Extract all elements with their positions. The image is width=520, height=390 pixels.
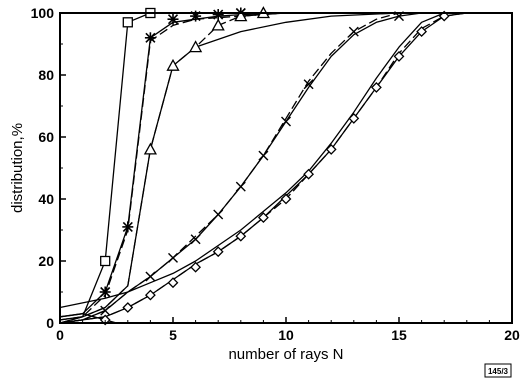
series-1-solid-line (59, 12, 512, 318)
series-3-x-marker-1 (145, 271, 156, 282)
series-4-diamond-marker-1 (122, 302, 134, 313)
series-2-triangle-marker-1 (166, 58, 180, 71)
series-2-solid-line (59, 12, 512, 324)
y-tick-label-1: 20 (38, 253, 54, 269)
marker-stroke (303, 79, 314, 90)
series-3-solid-line (59, 12, 512, 324)
series-1-asterisk-marker-1 (122, 221, 134, 233)
series-4-diamond-marker-9 (303, 168, 315, 180)
series-4-diamond-marker-13 (393, 50, 405, 62)
series-1-asterisk-marker-0 (99, 286, 111, 298)
series-4-diamond-marker-14 (416, 26, 428, 38)
figure-stamp: 145/3 (484, 363, 512, 378)
series-3-x-marker-0 (100, 305, 111, 316)
series-3-x-marker-2 (168, 252, 178, 263)
series-4-diamond-marker-8 (280, 193, 292, 205)
x-tick-label-0: 0 (56, 327, 64, 343)
series-2-triangle-marker-2 (189, 40, 203, 53)
series-lines (59, 12, 512, 324)
series-3-x-marker-5 (235, 181, 246, 192)
series-4-diamond-marker-7 (257, 212, 269, 224)
marker-stroke (281, 116, 291, 127)
series-3-x-marker-4 (213, 209, 224, 220)
figure-stamp-text: 145/3 (488, 367, 509, 376)
marker-stroke (168, 252, 178, 263)
y-axis-label: distribution,% (9, 123, 26, 213)
x-axis-label: number of rays N (228, 346, 343, 363)
marker-stroke (348, 26, 359, 37)
series-0-square-marker-0 (100, 255, 111, 267)
marker-stroke (100, 305, 111, 316)
series-3-x-marker-9 (348, 26, 359, 37)
series-5-solid-line (59, 12, 512, 309)
series-4-dashed-line (59, 12, 512, 324)
x-tick-label-3: 15 (391, 327, 407, 343)
marker-stroke (190, 234, 201, 245)
y-tick-label-4: 80 (38, 67, 54, 83)
series-1-asterisk-marker-3 (167, 13, 179, 25)
series-4-diamond-marker-4 (190, 261, 202, 273)
y-tick-label-5: 100 (31, 5, 55, 21)
y-axis-ticks: 0 20 40 60 80 100 (31, 5, 66, 331)
series-4-diamond-marker-5 (212, 246, 224, 258)
series-4-diamond-marker-2 (144, 289, 156, 301)
series-3-x-marker-6 (258, 150, 269, 161)
series-4-diamond-marker-11 (348, 112, 360, 124)
series-3-x-marker-3 (190, 234, 201, 245)
series-2-triangle-marker-3 (211, 18, 225, 31)
series-4-diamond-marker-6 (235, 230, 247, 242)
series-1-asterisk-marker-5 (212, 9, 224, 21)
series-4-solid-line (59, 12, 512, 324)
series-4-diamond-marker-3 (167, 277, 179, 289)
y-tick-label-0: 0 (46, 315, 54, 331)
x-axis-ticks: 0 5 10 15 20 (56, 317, 520, 343)
series-0-solid-line (59, 12, 512, 321)
series-0-square-marker-1 (122, 17, 133, 28)
x-tick-label-2: 10 (278, 327, 294, 343)
series-3-x-marker-8 (303, 79, 314, 90)
series-2-triangle-marker-4 (234, 9, 248, 22)
y-tick-label-2: 40 (38, 191, 54, 207)
series-4-diamond-marker-10 (325, 143, 337, 155)
y-tick-label-3: 60 (38, 129, 54, 145)
series-1-asterisk-marker-2 (144, 32, 156, 44)
series-1-dashed-line (59, 12, 512, 321)
marker-stroke (235, 181, 246, 192)
series-4-diamond-marker-12 (370, 81, 382, 93)
series-2-dashed-line (59, 12, 512, 324)
marker-stroke (258, 150, 269, 161)
series-3-x-marker-7 (281, 116, 291, 127)
series-markers (99, 6, 450, 326)
series-2-triangle-marker-0 (143, 142, 157, 155)
figure-stamp-box (484, 363, 512, 378)
x-tick-label-4: 20 (504, 327, 520, 343)
x-tick-label-1: 5 (169, 327, 177, 343)
marker-stroke (213, 209, 224, 220)
plot-frame (59, 12, 513, 324)
marker-stroke (145, 271, 156, 282)
series-3-dashed-line (59, 12, 512, 324)
